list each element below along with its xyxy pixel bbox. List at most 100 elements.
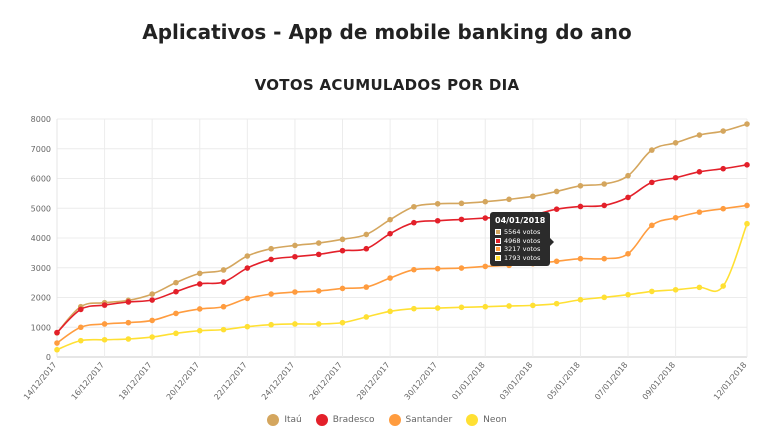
data-point-santander xyxy=(315,288,322,294)
tooltip-row-itau: 5564 votos xyxy=(495,228,545,237)
data-point-itaú xyxy=(530,193,536,200)
x-tick-label: 09/01/2018 xyxy=(641,361,678,402)
x-tick-label: 24/12/2017 xyxy=(260,361,297,402)
data-point-bradesco xyxy=(54,329,60,336)
data-point-santander xyxy=(268,291,274,297)
data-point-santander xyxy=(649,222,655,229)
x-tick-label: 28/12/2017 xyxy=(355,361,392,402)
data-point-bradesco xyxy=(649,179,655,186)
data-point-neon xyxy=(411,305,417,312)
data-point-neon xyxy=(601,294,608,301)
data-point-santander xyxy=(196,306,203,312)
data-point-itaú xyxy=(411,203,417,210)
legend-item-bradesco[interactable]: Bradesco xyxy=(315,414,375,426)
data-point-bradesco xyxy=(196,281,203,287)
data-point-neon xyxy=(625,291,631,298)
tooltip-swatch xyxy=(495,246,501,253)
data-point-santander xyxy=(244,295,251,302)
data-point-santander xyxy=(625,250,631,257)
data-point-itaú xyxy=(149,291,155,297)
data-point-neon xyxy=(196,327,203,334)
y-tick-label: 8000 xyxy=(31,115,51,124)
legend-label: Itaú xyxy=(284,415,302,425)
data-point-neon xyxy=(672,286,679,293)
tooltip-swatch xyxy=(495,229,501,236)
x-tick-label: 20/12/2017 xyxy=(165,361,202,402)
series-line-santander xyxy=(56,204,748,344)
data-point-bradesco xyxy=(411,219,417,226)
data-point-itaú xyxy=(625,172,631,179)
tooltip-row-neon: 1793 votos xyxy=(495,254,545,263)
legend-item-santander[interactable]: Santander xyxy=(388,414,452,426)
data-point-itaú xyxy=(292,242,298,249)
data-point-neon xyxy=(696,284,703,291)
data-point-bradesco xyxy=(315,251,322,258)
data-point-bradesco xyxy=(149,297,155,303)
x-tick-label: 01/01/2018 xyxy=(450,361,487,402)
y-tick-label: 1000 xyxy=(31,323,51,332)
data-point-itaú xyxy=(173,279,179,286)
data-point-neon xyxy=(530,302,536,309)
data-point-itaú xyxy=(458,200,465,207)
data-point-bradesco xyxy=(434,217,441,224)
data-point-neon xyxy=(173,330,179,337)
data-point-santander xyxy=(696,209,703,215)
data-point-santander xyxy=(173,310,179,317)
chart-title: VOTOS ACUMULADOS POR DIA xyxy=(254,76,520,94)
data-point-bradesco xyxy=(482,215,489,221)
legend-label: Bradesco xyxy=(332,415,375,425)
legend-dot-icon xyxy=(466,414,479,426)
data-point-itaú xyxy=(434,200,441,207)
data-point-neon xyxy=(315,321,322,327)
x-tick-label: 30/12/2017 xyxy=(403,361,440,402)
data-point-bradesco xyxy=(696,169,703,175)
data-point-santander xyxy=(77,324,84,331)
legend-dot-icon xyxy=(388,414,401,426)
data-point-santander xyxy=(577,255,584,262)
data-point-itaú xyxy=(553,188,560,195)
page-title: Aplicativos - App de mobile banking do a… xyxy=(142,20,632,44)
data-point-santander xyxy=(744,202,750,209)
data-point-itaú xyxy=(244,253,251,259)
data-point-santander xyxy=(149,317,155,324)
tooltip-row-bradesco: 4968 votos xyxy=(495,237,545,246)
data-point-itaú xyxy=(649,147,655,153)
data-point-neon xyxy=(339,319,346,326)
x-tick-label: 12/01/2018 xyxy=(712,361,749,402)
series-line-neon xyxy=(56,223,748,351)
data-point-santander xyxy=(387,275,393,281)
tooltip-swatch xyxy=(495,254,501,261)
tooltip-value: 3217 votos xyxy=(504,245,541,253)
legend-item-itau[interactable]: Itaú xyxy=(267,414,302,426)
data-point-itaú xyxy=(696,132,703,138)
data-point-bradesco xyxy=(553,206,560,213)
data-point-itaú xyxy=(744,121,750,127)
data-point-neon xyxy=(720,283,727,289)
x-tick-label: 16/12/2017 xyxy=(70,361,107,402)
data-point-neon xyxy=(434,305,441,311)
data-point-bradesco xyxy=(625,194,631,201)
data-point-neon xyxy=(149,334,155,340)
data-point-bradesco xyxy=(577,203,584,210)
data-point-neon xyxy=(458,304,465,311)
data-point-santander xyxy=(125,319,132,326)
x-tick-label: 18/12/2017 xyxy=(117,361,154,402)
data-point-itaú xyxy=(363,231,370,238)
data-point-bradesco xyxy=(339,247,346,254)
y-tick-label: 0 xyxy=(46,353,51,362)
data-point-bradesco xyxy=(387,230,393,237)
y-tick-label: 5000 xyxy=(31,204,51,213)
data-point-santander xyxy=(601,255,608,262)
data-point-itaú xyxy=(577,182,584,189)
data-point-neon xyxy=(553,300,560,307)
data-point-bradesco xyxy=(268,256,274,263)
data-point-santander xyxy=(553,258,560,265)
data-point-bradesco xyxy=(601,202,608,209)
data-point-santander xyxy=(339,285,346,292)
y-tick-label: 6000 xyxy=(31,175,51,184)
legend-item-neon[interactable]: Neon xyxy=(466,414,507,426)
data-point-santander xyxy=(101,321,108,327)
data-point-itaú xyxy=(506,196,512,203)
data-point-neon xyxy=(77,337,84,344)
y-tick-label: 2000 xyxy=(31,294,51,303)
